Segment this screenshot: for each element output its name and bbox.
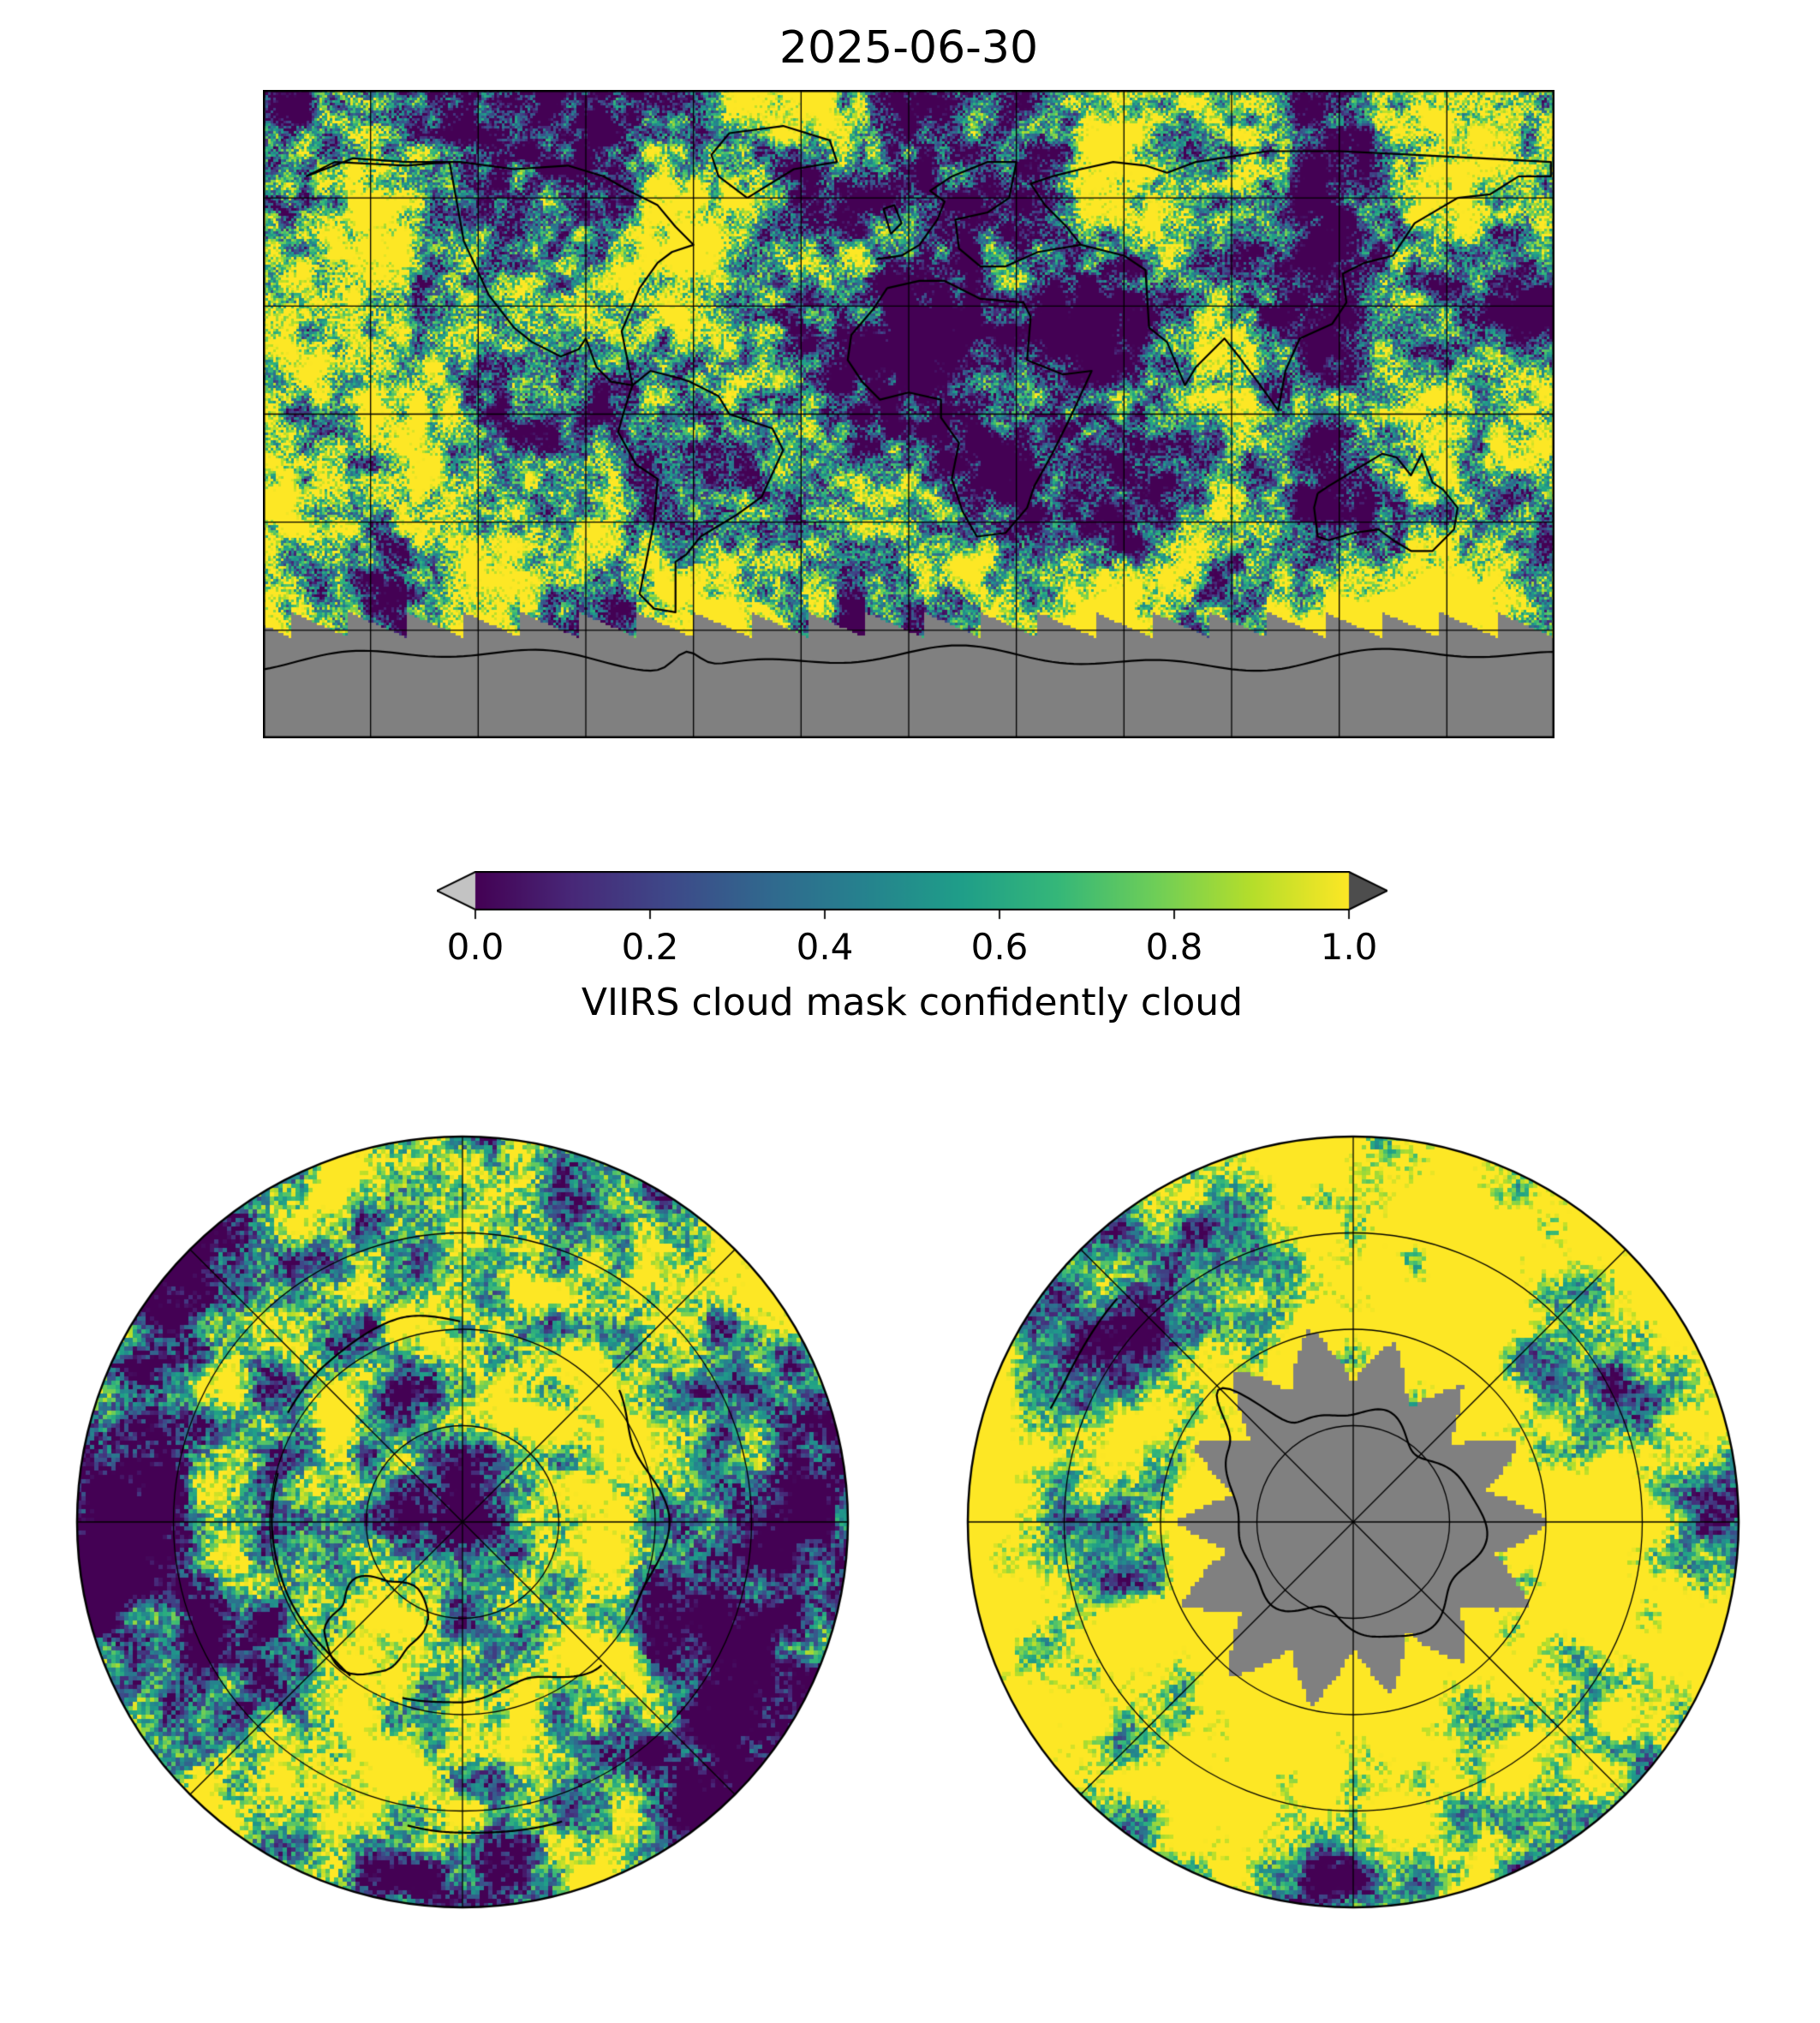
- south-polar-map-panel: [964, 1132, 1743, 1912]
- colorbar: 0.0 0.2 0.4 0.6 0.8 1.0 VIIRS cloud mask…: [437, 871, 1387, 1042]
- colorbar-tick: 0.4: [796, 926, 854, 968]
- colorbar-tick: 0.6: [970, 926, 1029, 968]
- colorbar-tick: 0.2: [621, 926, 679, 968]
- colorbar-gradient: [437, 871, 1387, 921]
- north-polar-map-panel: [73, 1132, 852, 1912]
- colorbar-label: VIIRS cloud mask confidently cloud: [581, 981, 1244, 1024]
- colorbar-tick: 0.0: [446, 926, 504, 968]
- colorbar-tick: 1.0: [1320, 926, 1378, 968]
- global-map-panel: [263, 90, 1554, 738]
- colorbar-tick: 0.8: [1145, 926, 1203, 968]
- figure-title: 2025-06-30: [779, 22, 1039, 74]
